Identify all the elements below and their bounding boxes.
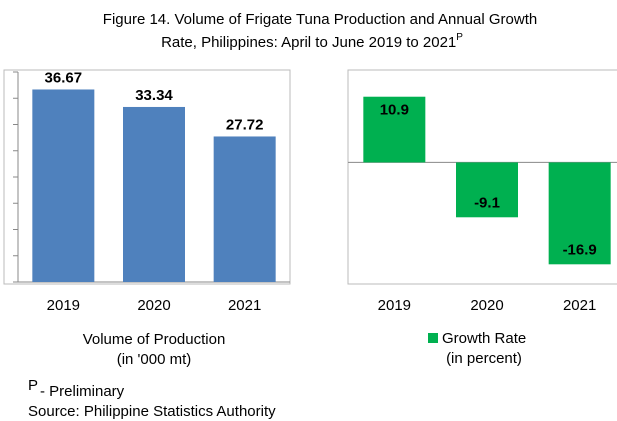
x-tick-label: 2021 bbox=[563, 297, 596, 314]
x-tick-label: 2019 bbox=[47, 297, 80, 314]
plot-frame bbox=[3, 69, 291, 285]
title-superscript: P bbox=[456, 32, 463, 43]
legend-note: (in percent) bbox=[446, 350, 522, 367]
x-axis-label: Volume of Production bbox=[83, 331, 226, 348]
source: Source: Philippine Statistics Authority bbox=[28, 403, 276, 420]
x-tick-label: 2020 bbox=[137, 297, 170, 314]
value-label: -16.9 bbox=[563, 241, 597, 258]
title-text: Rate, Philippines: April to June 2019 to… bbox=[161, 34, 456, 51]
legend-swatch bbox=[428, 333, 438, 343]
bar bbox=[363, 96, 426, 163]
bar bbox=[213, 136, 276, 282]
bar bbox=[123, 106, 185, 282]
legend-label: Growth Rate bbox=[442, 330, 526, 347]
x-tick-label: 2020 bbox=[470, 297, 503, 314]
bar bbox=[548, 162, 611, 265]
value-label: 27.72 bbox=[226, 116, 264, 133]
value-label: 36.67 bbox=[45, 69, 83, 86]
value-label: 10.9 bbox=[380, 102, 409, 119]
title-line: Rate, Philippines: April to June 2019 to… bbox=[161, 32, 463, 51]
x-tick-label: 2021 bbox=[228, 297, 261, 314]
plot-frame bbox=[347, 69, 617, 285]
x-axis-label: (in '000 mt) bbox=[117, 351, 192, 368]
note-marker: P bbox=[28, 377, 38, 394]
title-line: Figure 14. Volume of Frigate Tuna Produc… bbox=[103, 11, 537, 28]
x-tick-label: 2019 bbox=[378, 297, 411, 314]
note: - Preliminary bbox=[40, 383, 125, 400]
value-label: 33.34 bbox=[135, 87, 173, 104]
bar bbox=[456, 162, 518, 218]
value-label: -9.1 bbox=[474, 194, 500, 211]
bar bbox=[32, 89, 95, 282]
